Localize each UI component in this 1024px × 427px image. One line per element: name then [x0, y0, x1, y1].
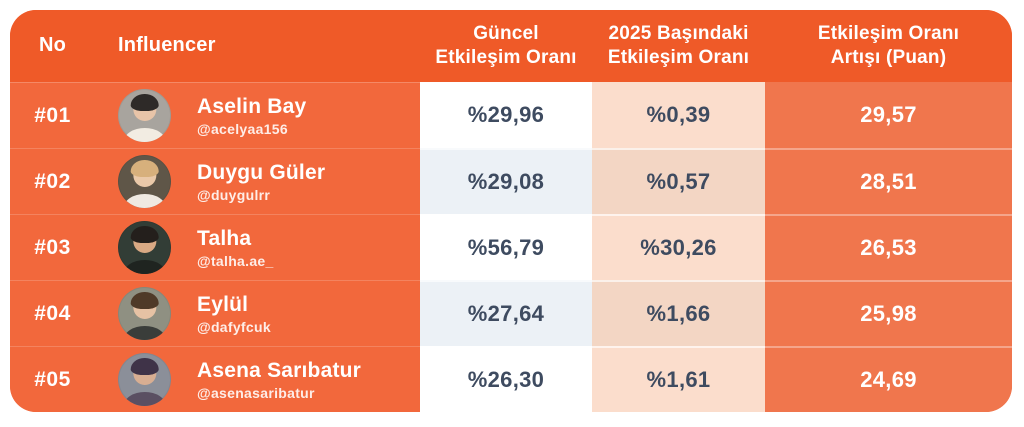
rank-badge: #01: [10, 82, 95, 148]
avatar-body: [123, 326, 166, 340]
avatar-body: [123, 194, 166, 208]
influencer-name: Aselin Bay: [197, 94, 307, 118]
avatar-hair: [130, 291, 159, 309]
start-2025-rate-value: %30,26: [592, 214, 765, 280]
influencer-handle: @acelyaa156: [197, 120, 288, 137]
current-rate-value: %27,64: [420, 280, 592, 346]
avatar-body: [123, 392, 166, 406]
influencer-name: Duygu Güler: [197, 160, 326, 184]
current-rate-value: %29,08: [420, 148, 592, 214]
start-2025-rate-value: %0,39: [592, 82, 765, 148]
avatar-hair: [130, 357, 159, 375]
increase-points-value: 28,51: [765, 148, 1012, 214]
avatar-body: [123, 128, 166, 142]
influencer-handle: @talha.ae_: [197, 252, 274, 269]
avatar: [118, 353, 171, 406]
avatar-hair: [130, 159, 159, 177]
influencer-name: Asena Sarıbatur: [197, 358, 362, 382]
rank-badge: #03: [10, 214, 95, 280]
influencer-handle: @asenasaribatur: [197, 384, 315, 401]
influencer-handle: @dafyfcuk: [197, 318, 271, 335]
rank-badge: #02: [10, 148, 95, 214]
increase-points-value: 26,53: [765, 214, 1012, 280]
influencer-ranking-table: No Influencer Güncel Etkileşim Oranı 202…: [10, 10, 1012, 412]
influencer-identity: Talha @talha.ae_: [197, 227, 274, 269]
influencer-name: Talha: [197, 226, 252, 250]
avatar-hair: [130, 93, 159, 111]
header-influencer: Influencer: [118, 34, 216, 57]
table-row: #01 Aselin Bay @acelyaa156 %29,96 %0,39 …: [10, 82, 1012, 148]
influencer-cell: Talha @talha.ae_: [95, 214, 420, 280]
influencer-cell: Duygu Güler @duygulrr: [95, 148, 420, 214]
avatar: [118, 221, 171, 274]
header-no: No: [38, 34, 67, 57]
table-row: #04 Eylül @dafyfcuk %27,64 %1,66 25,98: [10, 280, 1012, 346]
increase-points-value: 29,57: [765, 82, 1012, 148]
influencer-cell: Asena Sarıbatur @asenasaribatur: [95, 346, 420, 412]
avatar: [118, 89, 171, 142]
avatar: [118, 155, 171, 208]
influencer-handle: @duygulrr: [197, 186, 271, 203]
table-row: #03 Talha @talha.ae_ %56,79 %30,26 26,53: [10, 214, 1012, 280]
avatar-body: [123, 260, 166, 274]
increase-points-value: 24,69: [765, 346, 1012, 412]
header-start-2025-rate: 2025 Başındaki Etkileşim Oranı: [607, 22, 750, 68]
table-row: #02 Duygu Güler @duygulrr %29,08 %0,57 2…: [10, 148, 1012, 214]
influencer-identity: Aselin Bay @acelyaa156: [197, 95, 306, 137]
avatar-hair: [130, 225, 159, 243]
header-current-rate: Güncel Etkileşim Oranı: [435, 22, 577, 68]
table-header-row: No Influencer Güncel Etkileşim Oranı 202…: [10, 10, 1012, 82]
influencer-cell: Aselin Bay @acelyaa156: [95, 82, 420, 148]
header-increase-points: Etkileşim Oranı Artışı (Puan): [817, 22, 960, 68]
avatar: [118, 287, 171, 340]
rank-badge: #05: [10, 346, 95, 412]
influencer-name: Eylül: [197, 292, 249, 316]
start-2025-rate-value: %1,66: [592, 280, 765, 346]
table-row: #05 Asena Sarıbatur @asenasaribatur %26,…: [10, 346, 1012, 412]
influencer-identity: Eylül @dafyfcuk: [197, 293, 271, 335]
influencer-identity: Asena Sarıbatur @asenasaribatur: [197, 359, 361, 401]
start-2025-rate-value: %1,61: [592, 346, 765, 412]
influencer-identity: Duygu Güler @duygulrr: [197, 161, 325, 203]
current-rate-value: %29,96: [420, 82, 592, 148]
current-rate-value: %26,30: [420, 346, 592, 412]
increase-points-value: 25,98: [765, 280, 1012, 346]
rank-badge: #04: [10, 280, 95, 346]
influencer-cell: Eylül @dafyfcuk: [95, 280, 420, 346]
current-rate-value: %56,79: [420, 214, 592, 280]
start-2025-rate-value: %0,57: [592, 148, 765, 214]
